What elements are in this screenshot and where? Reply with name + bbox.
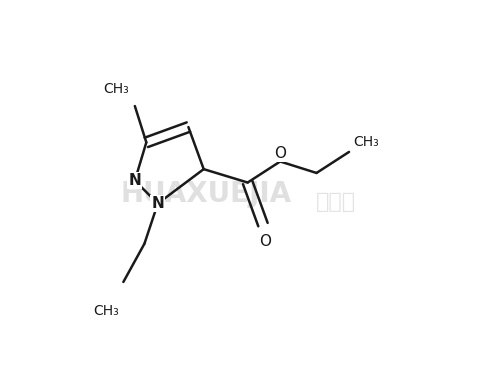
Text: CH₃: CH₃ [93, 304, 119, 318]
Text: 化学加: 化学加 [315, 192, 356, 211]
Text: N: N [128, 173, 141, 188]
Text: O: O [274, 146, 286, 161]
Text: CH₃: CH₃ [354, 135, 379, 149]
Text: O: O [259, 234, 271, 249]
Text: HUAXUEJIA: HUAXUEJIA [120, 180, 291, 208]
Text: CH₃: CH₃ [103, 82, 129, 96]
Text: N: N [151, 196, 164, 211]
